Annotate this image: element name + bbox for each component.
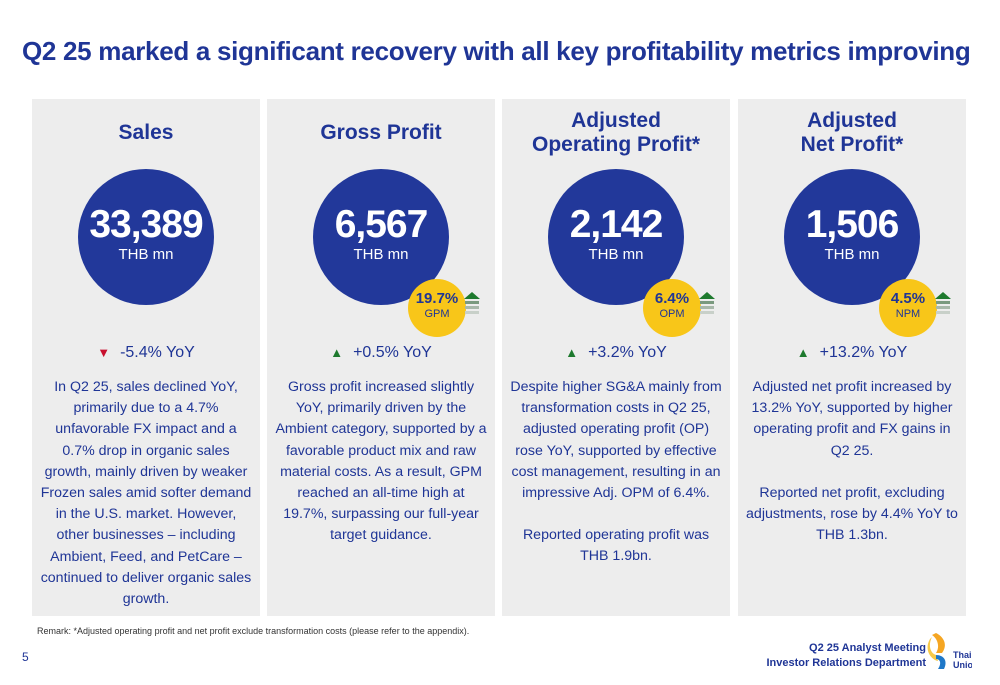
card-description: Despite higher SG&A mainly from transfor… [510,377,722,568]
page-number: 5 [22,650,29,664]
margin-badge: 6.4% OPM [643,279,701,337]
description-paragraph: Adjusted net profit increased by 13.2% Y… [751,379,953,459]
card-title: Adjusted Operating Profit* [502,109,730,157]
metric-circle: 33,389 THB mn [78,169,214,305]
card-title-line: Net Profit* [800,133,904,156]
stacked-up-arrow-icon [935,292,951,314]
triangle-down-icon: ▼ [97,345,111,360]
metric-unit: THB mn [588,246,644,263]
yoy-text: +0.5% YoY [353,344,432,361]
metric-value: 6,567 [334,203,429,246]
description-paragraph: Despite higher SG&A mainly from transfor… [510,379,722,502]
metric-value: 33,389 [89,203,203,246]
thai-union-logo: Thai Union [927,633,972,670]
page-title: Q2 25 marked a significant recovery with… [22,36,971,66]
margin-label: GPM [424,308,450,320]
margin-label: OPM [659,308,685,320]
card-title-line: Adjusted [571,109,661,132]
stacked-up-arrow-icon [699,292,715,314]
remark-note: Remark: *Adjusted operating profit and n… [37,626,470,636]
card-description: In Q2 25, sales declined YoY, primarily … [40,377,252,610]
footer-department: Investor Relations Department [766,657,926,669]
metric-card-adjusted-operating-profit: Adjusted Operating Profit* 2,142 THB mn … [502,99,730,616]
yoy-text: +3.2% YoY [588,344,667,361]
metric-unit: THB mn [824,246,880,263]
description-paragraph: In Q2 25, sales declined YoY, primarily … [40,379,252,608]
metric-circle: 2,142 THB mn [548,169,684,305]
yoy-change: ▲ +13.2% YoY [738,343,966,363]
metric-value: 1,506 [805,203,900,246]
yoy-text: -5.4% YoY [120,344,195,361]
description-paragraph: Reported operating profit was THB 1.9bn. [522,527,710,565]
triangle-up-icon: ▲ [330,345,344,360]
card-title: Gross Profit [320,121,442,144]
metric-value: 2,142 [569,203,664,246]
metric-card-gross-profit: Gross Profit 6,567 THB mn 19.7% GPM ▲ +0.… [267,99,495,616]
card-title-line: Operating Profit* [531,133,700,156]
margin-label: NPM [895,308,921,320]
margin-value: 6.4% [654,290,690,307]
triangle-up-icon: ▲ [565,345,579,360]
svg-text:Union: Union [953,660,972,670]
metric-unit: THB mn [353,246,409,263]
description-paragraph: Gross profit increased slightly YoY, pri… [275,379,487,544]
yoy-change: ▲ +3.2% YoY [502,343,730,363]
yoy-change: ▲ +0.5% YoY [267,343,495,363]
yoy-text: +13.2% YoY [819,344,908,361]
metric-card-sales: Sales 33,389 THB mn ▼ -5.4% YoY In Q2 25,… [32,99,260,616]
metric-card-adjusted-net-profit: Adjusted Net Profit* 1,506 THB mn 4.5% N… [738,99,966,616]
card-description: Adjusted net profit increased by 13.2% Y… [746,377,958,546]
card-title: Adjusted Net Profit* [738,109,966,157]
svg-text:Thai: Thai [953,650,972,660]
stacked-up-arrow-icon [464,292,480,314]
footer: Q2 25 Analyst Meeting Investor Relations… [766,641,926,671]
card-description: Gross profit increased slightly YoY, pri… [275,377,487,547]
triangle-up-icon: ▲ [796,345,810,360]
footer-event: Q2 25 Analyst Meeting [809,642,926,654]
yoy-change: ▼ -5.4% YoY [32,343,260,363]
margin-badge: 4.5% NPM [879,279,937,337]
card-title-line: Adjusted [807,109,897,132]
margin-badge: 19.7% GPM [408,279,466,337]
card-title: Sales [118,121,174,144]
description-paragraph: Reported net profit, excluding adjustmen… [746,484,958,544]
metric-circle: 6,567 THB mn [313,169,449,305]
metric-unit: THB mn [118,246,174,263]
margin-value: 4.5% [890,290,926,307]
margin-value: 19.7% [415,290,459,307]
